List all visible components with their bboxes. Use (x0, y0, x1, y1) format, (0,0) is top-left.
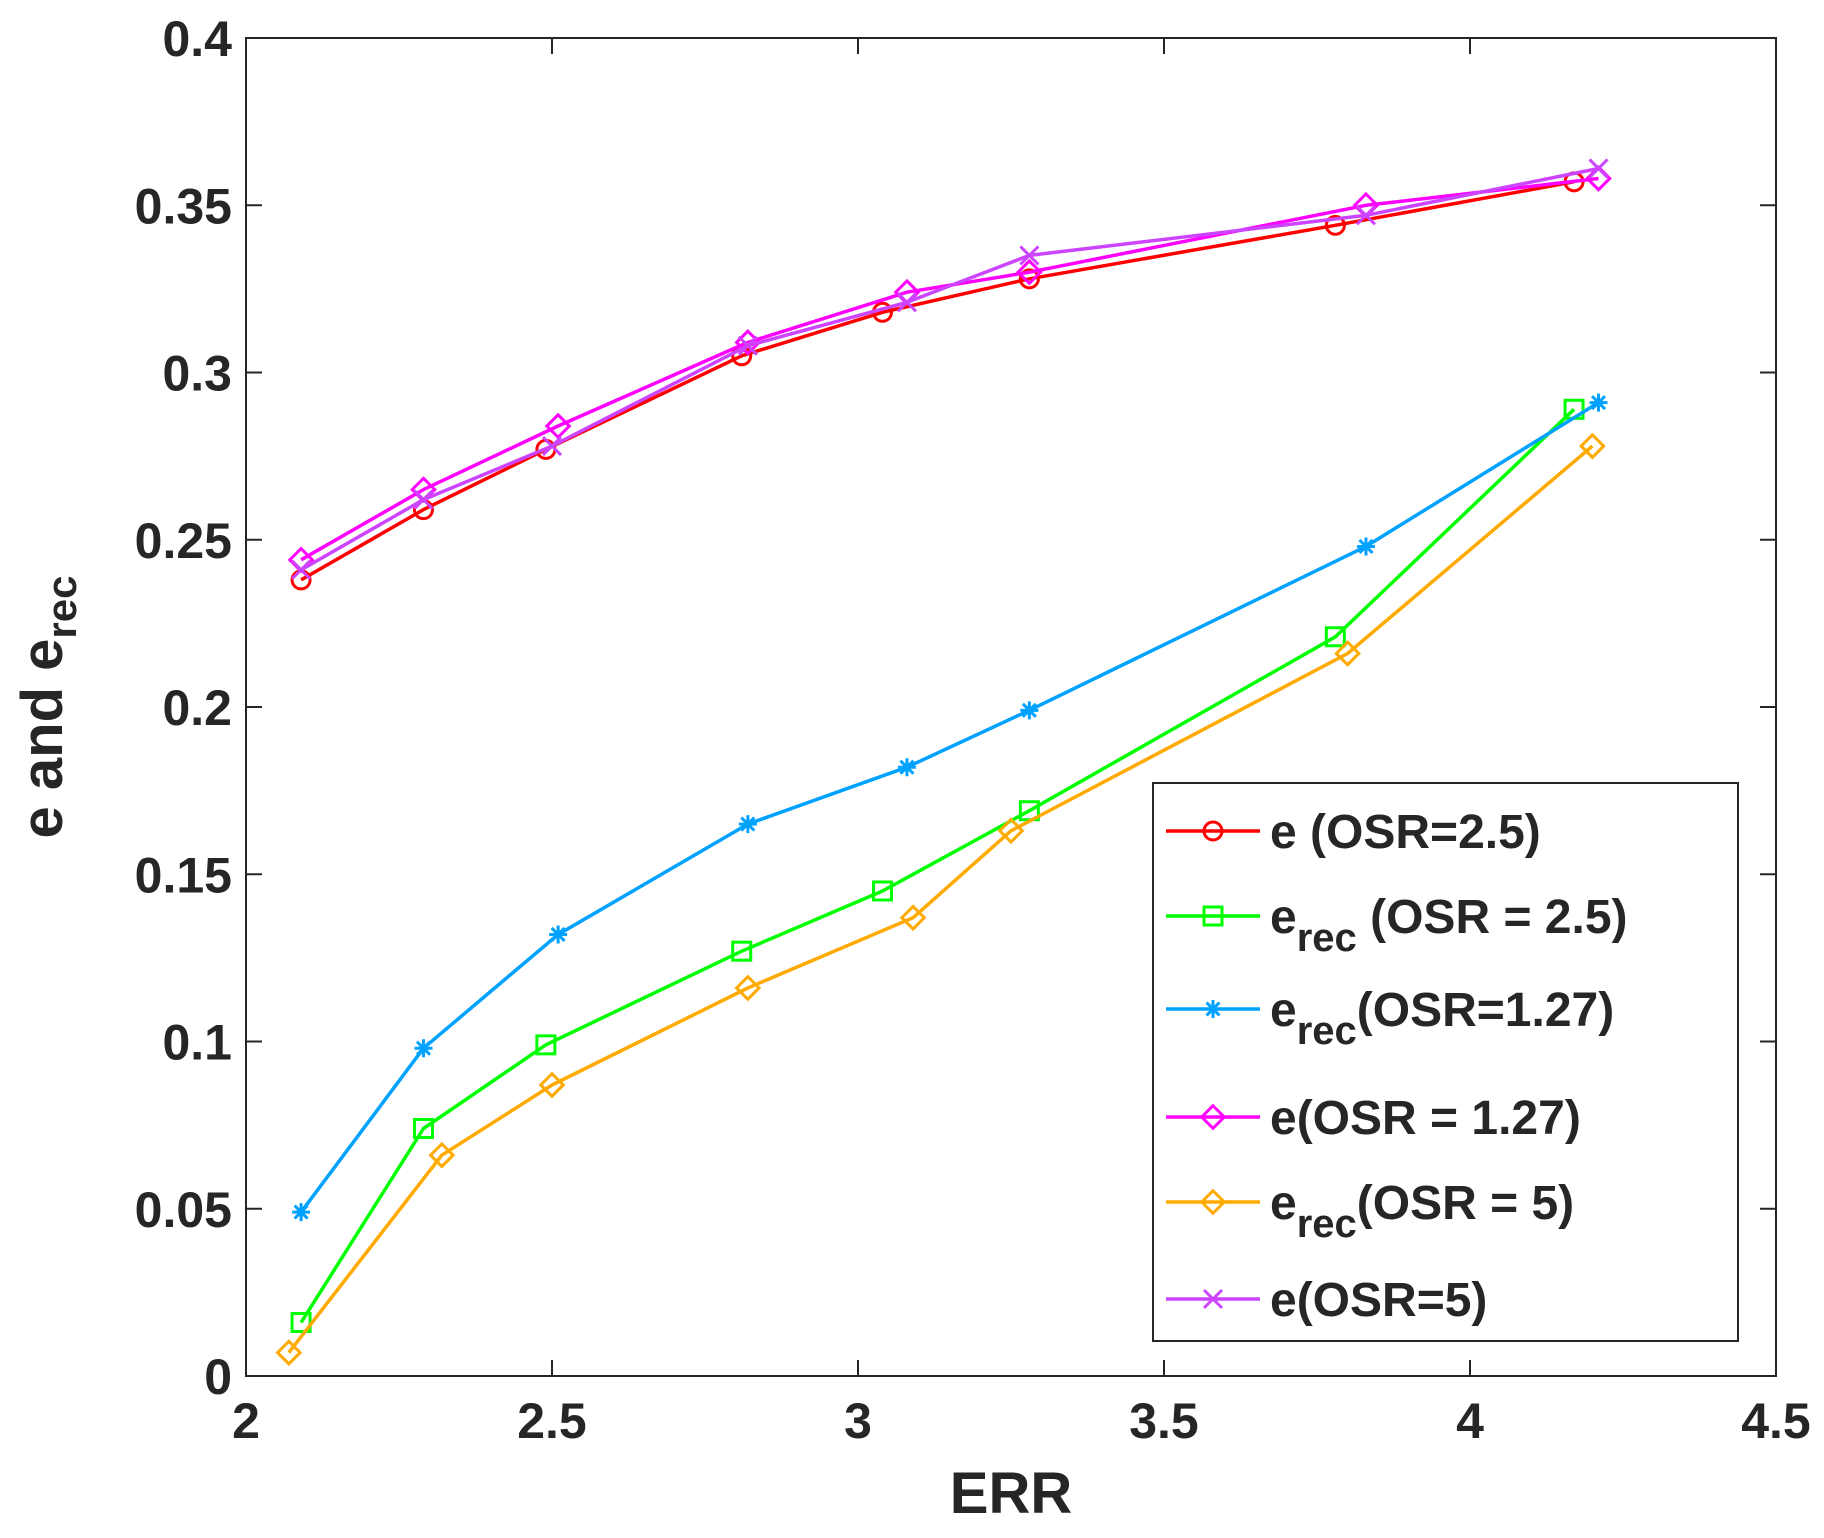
legend-label-erec-osr-1-27: erec(OSR=1.27) (1270, 984, 1614, 1053)
legend-label-sub-erec-osr-2-5: rec (1297, 916, 1357, 960)
y-axis-label: e and erec (10, 576, 85, 839)
legend-label-main-erec-osr-5: e (1270, 1177, 1297, 1230)
data-point-erec-osr-2-5-4 (731, 940, 753, 962)
legend-box (1152, 782, 1739, 1342)
data-point-erec-osr-2-5-5 (871, 880, 893, 902)
series-line-e-osr-2-5 (300, 180, 1575, 582)
legend-label-main-e-osr-5: e(OSR=5) (1270, 1274, 1487, 1327)
x-tick-label-4: 3.5 (1129, 1393, 1199, 1449)
data-point-erec-osr-1-27-4 (738, 815, 757, 834)
legend-entry-erec-osr-2-5: erec (OSR = 2.5) (1166, 891, 1628, 960)
data-point-erec-osr-1-27-6 (1020, 701, 1039, 720)
data-point-erec-osr-5-6 (997, 817, 1025, 845)
series-line-erec-osr-1-27 (299, 401, 1600, 1214)
y-tick-label-1: 0 (204, 1349, 232, 1405)
legend-label-erec-osr-2-5: erec (OSR = 2.5) (1270, 891, 1628, 960)
x-tick-label-2: 2.5 (517, 1393, 587, 1449)
y-tick-label-2: 0.05 (135, 1182, 232, 1238)
data-point-e-osr-5-4 (737, 335, 758, 356)
y-tick-label-3: 0.1 (162, 1015, 232, 1071)
data-point-erec-osr-1-27-1 (292, 1203, 311, 1222)
legend-label-erec-osr-5: erec(OSR = 5) (1270, 1177, 1574, 1246)
data-point-e-osr-2-5-6 (1018, 268, 1040, 290)
data-point-e-osr-5-7 (1355, 205, 1377, 226)
data-point-e-osr-5-8 (1588, 158, 1609, 179)
data-point-erec-osr-5-7 (1334, 640, 1361, 667)
series-layer (275, 158, 1612, 1366)
legend: e (OSR=2.5)erec (OSR = 2.5)erec(OSR=1.27… (1152, 782, 1739, 1342)
legend-entry-erec-osr-1-27: erec(OSR=1.27) (1166, 984, 1614, 1053)
data-point-erec-osr-1-27-8 (1589, 393, 1608, 412)
series-line-e-osr-5 (300, 166, 1599, 572)
x-tick-label-6: 4.5 (1741, 1393, 1811, 1449)
x-tick-label-1: 2 (232, 1393, 260, 1449)
series-line-e-osr-1-27 (300, 176, 1599, 562)
data-point-e-osr-5-5 (896, 292, 918, 313)
y-tick-label-4: 0.15 (135, 847, 232, 903)
legend-label-main-erec-osr-2-5: e (1270, 891, 1297, 944)
legend-entry-e-osr-5: e(OSR=5) (1166, 1274, 1487, 1327)
legend-entry-erec-osr-5: erec(OSR = 5) (1166, 1177, 1574, 1246)
data-point-erec-osr-5-4 (734, 974, 762, 1002)
legend-label-rest-erec-osr-5: (OSR = 5) (1357, 1177, 1574, 1230)
series-erec-osr-5 (275, 432, 1606, 1366)
series-e-osr-5 (291, 158, 1609, 580)
data-point-e-osr-5-1 (291, 559, 312, 580)
legend-marker-erec-osr-2-5 (1202, 905, 1224, 927)
data-point-erec-osr-2-5-2 (412, 1117, 434, 1139)
legend-marker-e-osr-2-5 (1202, 820, 1224, 842)
data-point-erec-osr-5-2 (428, 1141, 456, 1169)
y-tick-label-7: 0.3 (162, 346, 232, 402)
legend-label-rest-erec-osr-1-27: (OSR=1.27) (1357, 984, 1614, 1037)
legend-label-rest-erec-osr-2-5: (OSR = 2.5) (1357, 891, 1628, 944)
y-tick-label-5: 0.2 (162, 680, 232, 736)
legend-label-main-e-osr-2-5: e (OSR=2.5) (1270, 806, 1541, 859)
y-tick-label-8: 0.35 (135, 178, 232, 234)
y-tick-label-9: 0.4 (162, 11, 232, 67)
data-point-erec-osr-1-27-3 (549, 925, 568, 944)
legend-label-main-e-osr-1-27: e(OSR = 1.27) (1270, 1092, 1581, 1145)
data-point-erec-osr-5-3 (538, 1071, 566, 1099)
legend-label-e-osr-5: e(OSR=5) (1270, 1274, 1487, 1327)
axis-ticks: 2 2.5 3 3.5 4 4.5 0 0.05 0.1 0.15 0.2 0.25 0.3 0.35 0.… (135, 11, 1811, 1449)
data-point-erec-osr-5-8 (1579, 432, 1606, 460)
legend-label-sub-erec-osr-5: rec (1297, 1202, 1357, 1246)
legend-entry-e-osr-2-5: e (OSR=2.5) (1166, 806, 1541, 859)
x-tick-label-3: 3 (844, 1393, 872, 1449)
data-point-e-osr-2-5-7 (1324, 214, 1346, 236)
data-point-e-osr-5-3 (541, 436, 563, 457)
data-point-erec-osr-1-27-2 (414, 1039, 433, 1058)
legend-marker-erec-osr-1-27 (1204, 1000, 1222, 1018)
data-point-erec-osr-2-5-3 (535, 1034, 557, 1056)
series-line-erec-osr-2-5 (299, 408, 1576, 1324)
legend-label-e-osr-2-5: e (OSR=2.5) (1270, 806, 1541, 859)
data-point-e-osr-5-6 (1019, 245, 1040, 266)
data-point-e-osr-1-27-6 (1015, 258, 1043, 286)
legend-label-main-erec-osr-1-27: e (1270, 984, 1297, 1037)
series-erec-osr-1-27 (292, 393, 1608, 1222)
series-line-erec-osr-5 (287, 444, 1594, 1354)
data-point-e-osr-1-27-3 (544, 412, 572, 440)
legend-marker-erec-osr-5 (1199, 1188, 1227, 1216)
data-point-erec-osr-1-27-7 (1356, 537, 1375, 556)
data-point-erec-osr-5-1 (275, 1339, 303, 1366)
legend-marker-e-osr-1-27 (1199, 1103, 1227, 1131)
y-tick-label-6: 0.25 (135, 513, 232, 569)
legend-entry-e-osr-1-27: e(OSR = 1.27) (1166, 1092, 1581, 1145)
legend-label-e-osr-1-27: e(OSR = 1.27) (1270, 1092, 1581, 1145)
data-point-e-osr-5-2 (413, 489, 434, 510)
data-point-erec-osr-2-5-7 (1324, 626, 1346, 648)
data-point-erec-osr-1-27-5 (897, 758, 916, 777)
legend-label-sub-erec-osr-1-27: rec (1297, 1009, 1357, 1053)
data-point-erec-osr-5-5 (899, 904, 927, 932)
x-tick-label-5: 4 (1456, 1393, 1484, 1449)
legend-marker-e-osr-5 (1202, 1288, 1224, 1310)
x-axis-label: ERR (950, 1461, 1072, 1526)
y-axis-label-main: e and e (10, 639, 75, 839)
y-axis-label-sub: rec (38, 576, 85, 639)
